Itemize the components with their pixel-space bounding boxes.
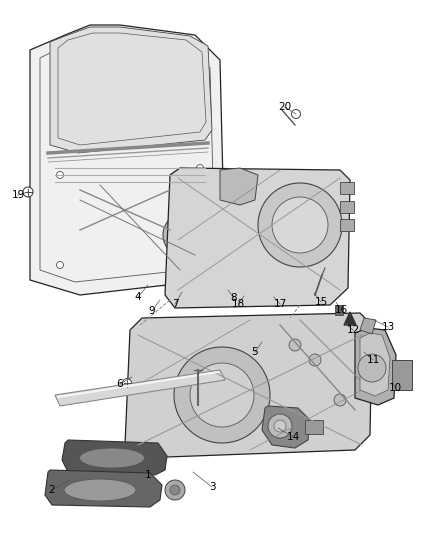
Circle shape <box>171 221 199 249</box>
Text: 17: 17 <box>273 299 286 309</box>
Polygon shape <box>125 313 372 458</box>
Circle shape <box>23 187 33 197</box>
Text: 5: 5 <box>252 347 258 357</box>
Text: 2: 2 <box>49 485 55 495</box>
Bar <box>340 201 354 213</box>
Text: 4: 4 <box>135 292 141 302</box>
Ellipse shape <box>80 448 145 468</box>
Bar <box>340 182 354 194</box>
Circle shape <box>268 414 292 438</box>
Text: 18: 18 <box>231 299 245 309</box>
Polygon shape <box>62 440 167 475</box>
Circle shape <box>165 480 185 500</box>
Polygon shape <box>360 333 390 396</box>
Text: 10: 10 <box>389 383 402 393</box>
Circle shape <box>174 347 270 443</box>
Text: 3: 3 <box>208 482 215 492</box>
Polygon shape <box>45 470 162 507</box>
Circle shape <box>309 354 321 366</box>
Text: 12: 12 <box>346 325 360 335</box>
Circle shape <box>57 172 64 179</box>
Polygon shape <box>360 318 376 334</box>
Circle shape <box>334 394 346 406</box>
Polygon shape <box>30 25 225 295</box>
Text: 15: 15 <box>314 297 328 307</box>
Circle shape <box>272 197 328 253</box>
Bar <box>305 420 323 434</box>
Circle shape <box>289 339 301 351</box>
Bar <box>340 219 354 231</box>
Text: 9: 9 <box>148 306 155 316</box>
Circle shape <box>197 165 204 172</box>
Text: 13: 13 <box>381 322 395 332</box>
Circle shape <box>123 378 131 387</box>
Circle shape <box>163 213 207 257</box>
Bar <box>392 360 412 390</box>
Text: 19: 19 <box>11 190 25 200</box>
Circle shape <box>258 183 342 267</box>
Polygon shape <box>355 328 396 405</box>
Text: 6: 6 <box>117 379 124 389</box>
Text: 14: 14 <box>286 432 300 442</box>
Text: 8: 8 <box>231 293 237 303</box>
Circle shape <box>292 109 300 118</box>
Circle shape <box>274 420 286 432</box>
Polygon shape <box>344 312 356 325</box>
Text: 20: 20 <box>279 102 292 112</box>
Text: 7: 7 <box>172 299 178 309</box>
Polygon shape <box>220 168 258 205</box>
Circle shape <box>358 354 386 382</box>
Circle shape <box>57 262 64 269</box>
Circle shape <box>170 485 180 495</box>
Text: 11: 11 <box>366 355 380 365</box>
Circle shape <box>197 262 204 269</box>
Bar <box>335 305 343 315</box>
Text: 16: 16 <box>334 305 348 315</box>
Text: 1: 1 <box>145 470 151 480</box>
Circle shape <box>190 363 254 427</box>
Polygon shape <box>55 370 225 406</box>
Polygon shape <box>262 406 310 448</box>
Polygon shape <box>165 168 350 308</box>
Ellipse shape <box>64 479 136 501</box>
Polygon shape <box>50 27 212 153</box>
